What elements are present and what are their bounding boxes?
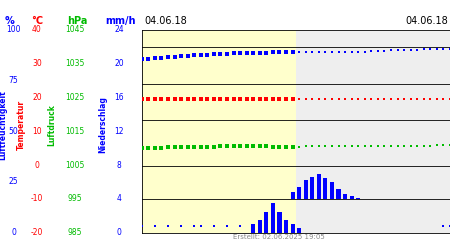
Text: 50: 50 [9, 127, 18, 136]
Text: 20: 20 [32, 93, 42, 102]
Text: 16: 16 [114, 93, 124, 102]
Bar [343, 194, 347, 199]
Text: 40: 40 [32, 26, 42, 35]
Text: 100: 100 [6, 26, 21, 35]
Text: Niederschlag: Niederschlag [98, 96, 107, 154]
Text: 1005: 1005 [65, 160, 85, 170]
Text: 25: 25 [9, 178, 18, 186]
Bar [271, 203, 275, 233]
Text: 0: 0 [11, 228, 16, 237]
Text: 10: 10 [32, 127, 42, 136]
Bar [142, 30, 296, 232]
Text: Luftfeuchtigkeit: Luftfeuchtigkeit [0, 90, 8, 160]
Bar [317, 174, 321, 199]
Text: 75: 75 [9, 76, 18, 85]
Text: hPa: hPa [68, 16, 88, 26]
Bar [297, 228, 301, 232]
Text: 1015: 1015 [66, 127, 85, 136]
Text: %: % [4, 16, 14, 26]
Bar [350, 196, 354, 199]
Bar [291, 224, 295, 232]
Text: 0: 0 [117, 228, 122, 237]
Text: 04.06.18: 04.06.18 [144, 16, 187, 26]
Bar [277, 212, 282, 233]
Bar [297, 186, 301, 199]
Text: -20: -20 [31, 228, 43, 237]
Bar [258, 220, 262, 232]
Text: Temperatur: Temperatur [17, 100, 26, 150]
Text: 1025: 1025 [66, 93, 85, 102]
Text: 1045: 1045 [65, 26, 85, 35]
Bar [296, 30, 450, 232]
Text: 12: 12 [114, 127, 124, 136]
Text: 985: 985 [68, 228, 82, 237]
Bar [323, 178, 328, 199]
Text: Luftdruck: Luftdruck [47, 104, 56, 146]
Text: 30: 30 [32, 59, 42, 68]
Bar [264, 212, 269, 233]
Text: 24: 24 [114, 26, 124, 35]
Text: °C: °C [32, 16, 44, 26]
Text: 4: 4 [117, 194, 122, 203]
Bar [310, 177, 315, 199]
Text: 20: 20 [114, 59, 124, 68]
Bar [291, 192, 295, 199]
Text: 8: 8 [117, 160, 122, 170]
Bar [304, 180, 308, 199]
Text: mm/h: mm/h [106, 16, 136, 26]
Text: 04.06.18: 04.06.18 [405, 16, 448, 26]
Text: 995: 995 [68, 194, 82, 203]
Text: 1035: 1035 [65, 59, 85, 68]
Bar [284, 220, 288, 232]
Text: 0: 0 [35, 160, 39, 170]
Bar [330, 182, 334, 199]
Bar [251, 224, 255, 232]
Bar [356, 198, 360, 199]
Text: -10: -10 [31, 194, 43, 203]
Bar [337, 189, 341, 199]
Text: Erstellt: 02.06.2025 19:05: Erstellt: 02.06.2025 19:05 [233, 234, 325, 240]
